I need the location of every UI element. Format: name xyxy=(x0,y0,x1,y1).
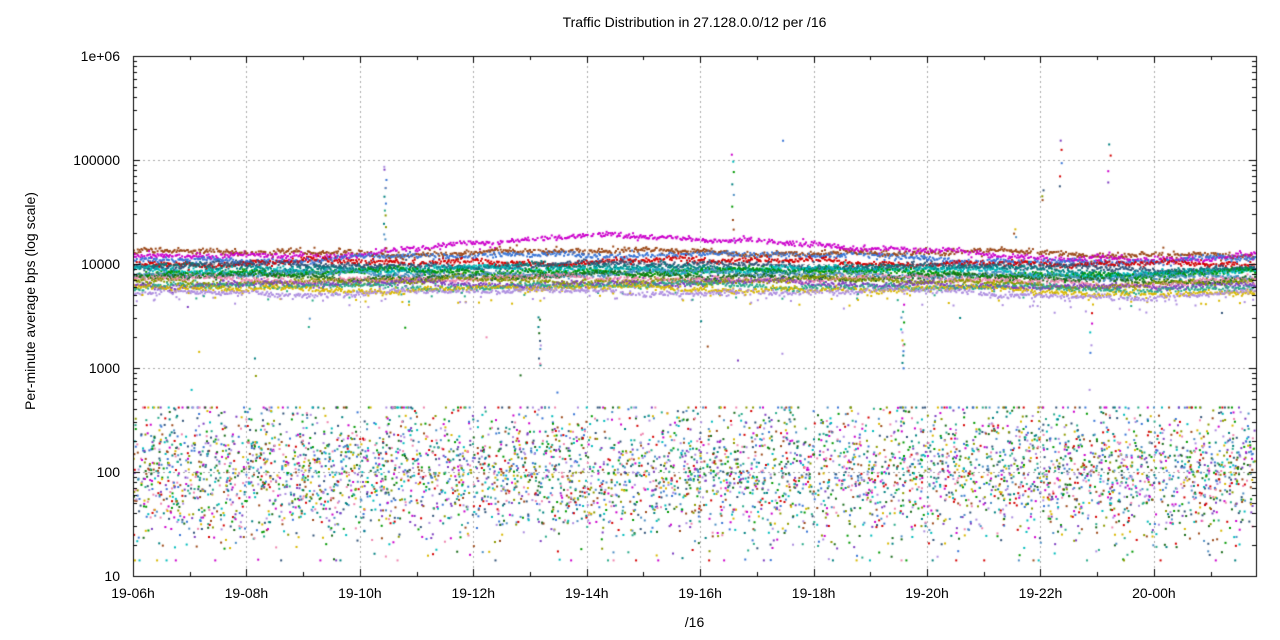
x-tick-label: 19-18h xyxy=(791,585,836,601)
x-tick-label: 19-14h xyxy=(564,585,609,601)
x-tick-label: 19-20h xyxy=(905,585,949,601)
y-tick-label: 10 xyxy=(104,568,120,584)
y-tick-label: 10000 xyxy=(81,256,120,272)
x-tick-label: 19-12h xyxy=(451,585,496,601)
y-axis-label: Per-minute average bps (log scale) xyxy=(22,192,38,410)
chart-title: Traffic Distribution in 27.128.0.0/12 pe… xyxy=(562,14,827,30)
y-tick-label: 1000 xyxy=(88,360,120,376)
x-tick-label: 19-08h xyxy=(224,585,269,601)
y-tick-label: 1e+06 xyxy=(80,48,120,64)
x-axis-label: /16 xyxy=(684,614,705,630)
x-tick-label: 19-22h xyxy=(1018,585,1063,601)
x-tick-label: 19-06h xyxy=(111,585,155,601)
x-tick-label: 20-00h xyxy=(1132,585,1176,601)
x-tick-label: 19-10h xyxy=(338,585,382,601)
y-tick-label: 100000 xyxy=(73,152,120,168)
y-tick-label: 100 xyxy=(96,464,120,480)
x-tick-label: 19-16h xyxy=(678,585,722,601)
